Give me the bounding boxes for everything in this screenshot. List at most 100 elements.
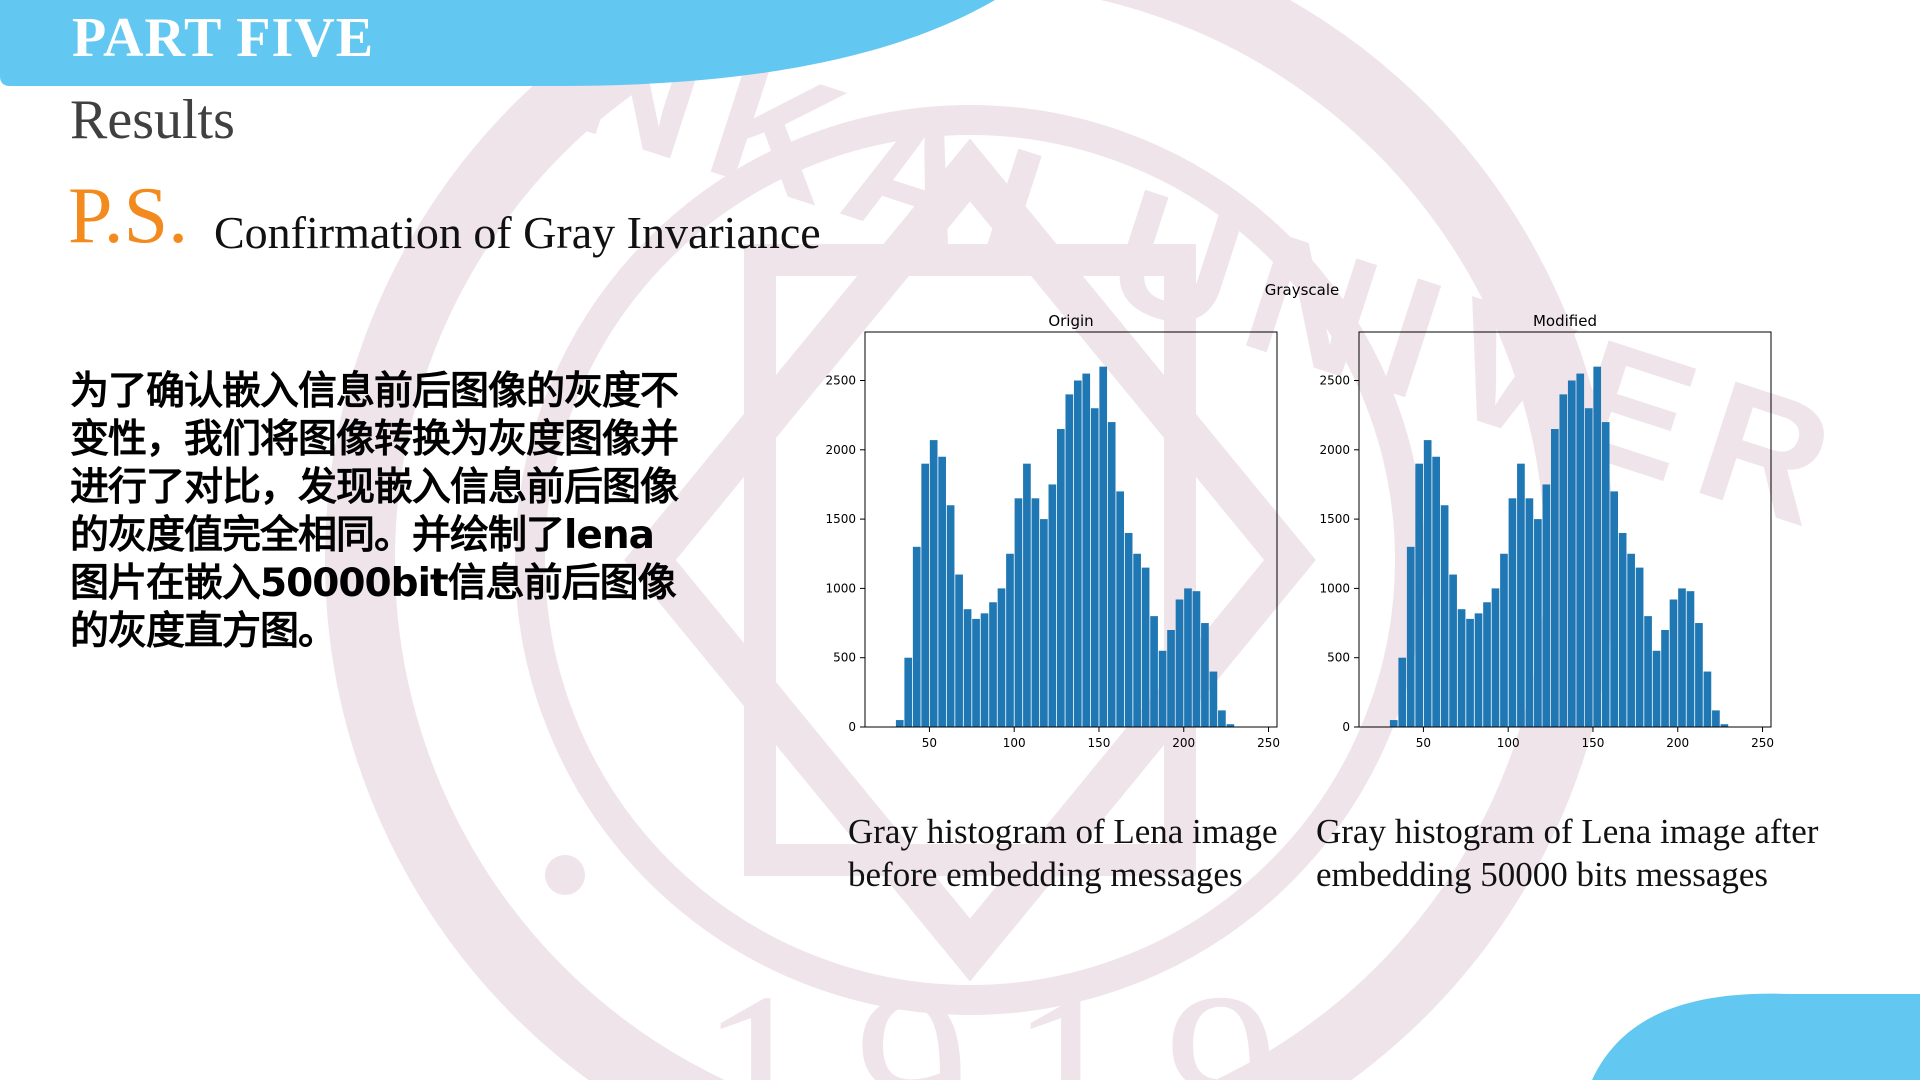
axes-frame <box>1358 331 1772 728</box>
histogram-bar <box>980 613 989 727</box>
y-tick-label: 0 <box>1342 720 1350 734</box>
y-tick-label: 500 <box>833 651 856 665</box>
y-tick-label: 500 <box>1327 651 1350 665</box>
subplot-title: Origin <box>1048 312 1093 330</box>
histogram-bar <box>929 440 938 727</box>
y-tick-label: 2000 <box>1319 443 1350 457</box>
x-tick-label: 200 <box>1172 736 1195 750</box>
histogram-bar <box>1226 724 1235 727</box>
part-label: PART FIVE <box>72 7 375 69</box>
histogram-bar <box>1090 408 1099 727</box>
histogram-bar <box>1107 422 1116 727</box>
histogram-bar <box>1466 618 1474 727</box>
histogram-bar <box>895 720 904 727</box>
histogram-bar <box>1141 567 1150 727</box>
ps-mark: P.S. <box>68 172 189 260</box>
histogram-bar <box>1525 498 1534 727</box>
histogram-bar <box>904 657 913 727</box>
histogram-bar <box>997 588 1006 727</box>
histogram-bar <box>1040 519 1048 727</box>
histogram-bar <box>972 618 980 727</box>
histogram-bar <box>1014 498 1023 727</box>
histogram-subplot-origin: Origin 0 500 1000 1500 2000 2500 50 100 150 200 250 <box>825 312 1280 750</box>
histogram-bar <box>1406 546 1415 727</box>
histogram-bar <box>955 574 963 727</box>
histogram-bar <box>1449 574 1457 727</box>
histogram-subplot-modified: Modified 0 500 1000 1500 2000 2500 50 100 150 200 2… <box>1319 312 1774 750</box>
x-tick-label: 250 <box>1257 736 1280 750</box>
subtitle-title: Confirmation of Gray Invariance <box>214 207 821 258</box>
y-tick-label: 2000 <box>825 443 856 457</box>
histogram-bar <box>1474 613 1483 727</box>
histogram-bar <box>1483 602 1491 727</box>
caption-modified: Gray histogram of Lena image after embed… <box>1316 812 1819 894</box>
histogram-bar <box>1116 491 1125 727</box>
histogram-bar <box>1006 553 1014 727</box>
y-tick-label: 2500 <box>825 374 856 388</box>
histogram-bar <box>1192 591 1201 727</box>
histogram-bar <box>1423 440 1432 727</box>
x-tick-label: 100 <box>1497 736 1520 750</box>
histogram-bar <box>1559 394 1568 727</box>
histogram-bar <box>1175 599 1184 727</box>
histogram-bar <box>1158 650 1167 727</box>
histogram-bar <box>1440 505 1449 727</box>
caption-origin: Gray histogram of Lena image before embe… <box>848 812 1278 894</box>
histogram-bar <box>912 546 921 727</box>
chart-suptitle: Grayscale <box>1265 281 1340 299</box>
histogram-bar <box>1508 498 1517 727</box>
x-tick-label: 250 <box>1751 736 1774 750</box>
histogram-bar <box>1124 532 1133 727</box>
body-paragraph: 为了确认嵌入信息前后图像的灰度不变性，我们将图像转换为灰度图像并进行了对比，发现… <box>70 369 679 654</box>
histogram-bar <box>1652 650 1661 727</box>
y-tick-label: 1000 <box>1319 581 1350 595</box>
y-tick-label: 1500 <box>1319 512 1350 526</box>
histogram-bar <box>1457 609 1466 727</box>
histogram-bar <box>1542 484 1551 727</box>
histogram-bar <box>1056 429 1065 727</box>
histogram-bar <box>1218 710 1226 727</box>
histogram-bar <box>963 609 972 727</box>
x-tick-label: 150 <box>1088 736 1111 750</box>
histogram-bar <box>1618 532 1627 727</box>
histogram-bar <box>1635 567 1644 727</box>
histogram-bar <box>1500 553 1508 727</box>
histogram-bar <box>1209 671 1218 727</box>
x-tick-label: 200 <box>1666 736 1689 750</box>
histogram-bar <box>1567 380 1576 727</box>
histogram-bar <box>1678 588 1686 727</box>
histogram-bar <box>1167 629 1175 727</box>
x-tick-label: 100 <box>1003 736 1026 750</box>
histogram-bar <box>1584 408 1593 727</box>
histogram-bar <box>1627 553 1635 727</box>
y-tick-label: 2500 <box>1319 374 1350 388</box>
histogram-bar <box>1550 429 1559 727</box>
section-label: Results <box>70 89 235 151</box>
histogram-bar <box>989 602 997 727</box>
histogram-bar <box>1703 671 1712 727</box>
y-tick-label: 1500 <box>825 512 856 526</box>
histogram-bar <box>1695 623 1703 727</box>
histogram-bar <box>1644 616 1652 727</box>
histogram-bar <box>1023 463 1031 727</box>
histogram-bar <box>1517 463 1525 727</box>
histogram-bar <box>1398 657 1407 727</box>
histogram-bar <box>1593 366 1602 727</box>
axes-frame <box>864 331 1278 728</box>
histogram-bar <box>1432 456 1440 727</box>
histogram-bar <box>938 456 946 727</box>
seal-year-text: 1919 <box>700 945 1320 1080</box>
histogram-bar <box>1415 463 1424 727</box>
histogram-bar <box>1712 710 1720 727</box>
histogram-bar <box>1031 498 1040 727</box>
histogram-bar <box>1184 588 1192 727</box>
histogram-bar <box>1669 599 1678 727</box>
histogram-bar <box>1065 394 1074 727</box>
histogram-bar <box>921 463 930 727</box>
histogram-bar <box>1073 380 1082 727</box>
histogram-bar <box>1133 553 1141 727</box>
histogram-bar <box>946 505 955 727</box>
histogram-bar <box>1099 366 1108 727</box>
y-tick-label: 0 <box>848 720 856 734</box>
